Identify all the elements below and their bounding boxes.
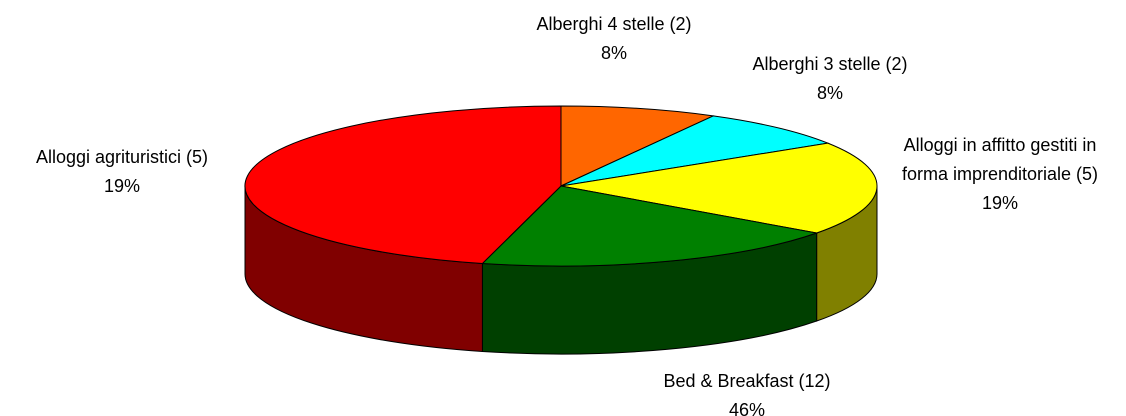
category-name: Bed & Breakfast (12) <box>663 371 831 391</box>
slice-label: Alloggi in affitto gestiti in forma impr… <box>887 131 1113 218</box>
category-name: Alberghi 4 stelle (2) <box>536 14 692 34</box>
slice <box>244 105 562 265</box>
slice-label: Bed & Breakfast (12) 46% <box>597 367 897 416</box>
slice-label: Alberghi 3 stelle (2) 8% <box>700 50 960 108</box>
slice-label: Alloggi agrituristici (5) 19% <box>0 143 252 201</box>
percent-label: 8% <box>816 83 843 103</box>
slice <box>560 105 715 187</box>
percent-label: 19% <box>103 176 141 196</box>
category-name: Alloggi in affitto gestiti in forma impr… <box>901 135 1099 184</box>
slice <box>560 142 878 234</box>
percent-label: 8% <box>600 43 627 63</box>
slice <box>560 115 830 187</box>
percent-label: 19% <box>981 193 1019 213</box>
percent-label: 46% <box>728 400 766 416</box>
slice-label: Alberghi 4 stelle (2) 8% <box>484 10 744 68</box>
category-name: Alberghi 3 stelle (2) <box>752 54 908 74</box>
category-name: Alloggi agrituristici (5) <box>35 147 209 167</box>
slice <box>481 185 819 267</box>
